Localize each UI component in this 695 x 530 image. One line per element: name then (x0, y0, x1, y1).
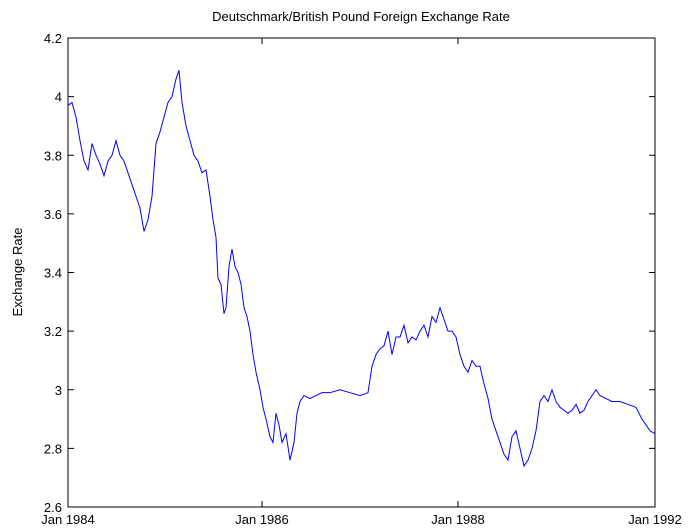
x-tick-label: Jan 1986 (235, 512, 289, 527)
y-tick-label: 4 (55, 90, 62, 105)
y-tick-label: 3 (55, 383, 62, 398)
y-tick-label: 4.2 (44, 31, 62, 46)
x-tick-label: Jan 1988 (431, 512, 485, 527)
y-tick-label: 3.2 (44, 324, 62, 339)
y-axis-label: Exchange Rate (10, 228, 25, 317)
x-tick-label: Jan 1992 (628, 512, 682, 527)
y-tick-label: 3.8 (44, 148, 62, 163)
line-series (67, 70, 656, 468)
y-tick-label: 2.6 (44, 500, 62, 515)
y-tick-label: 3.4 (44, 266, 62, 281)
x-tick-label: Jan 1984 (41, 512, 95, 527)
chart-title: Deutschmark/British Pound Foreign Exchan… (212, 9, 510, 24)
y-tick-label: 2.8 (44, 441, 62, 456)
y-tick-label: 3.6 (44, 207, 62, 222)
